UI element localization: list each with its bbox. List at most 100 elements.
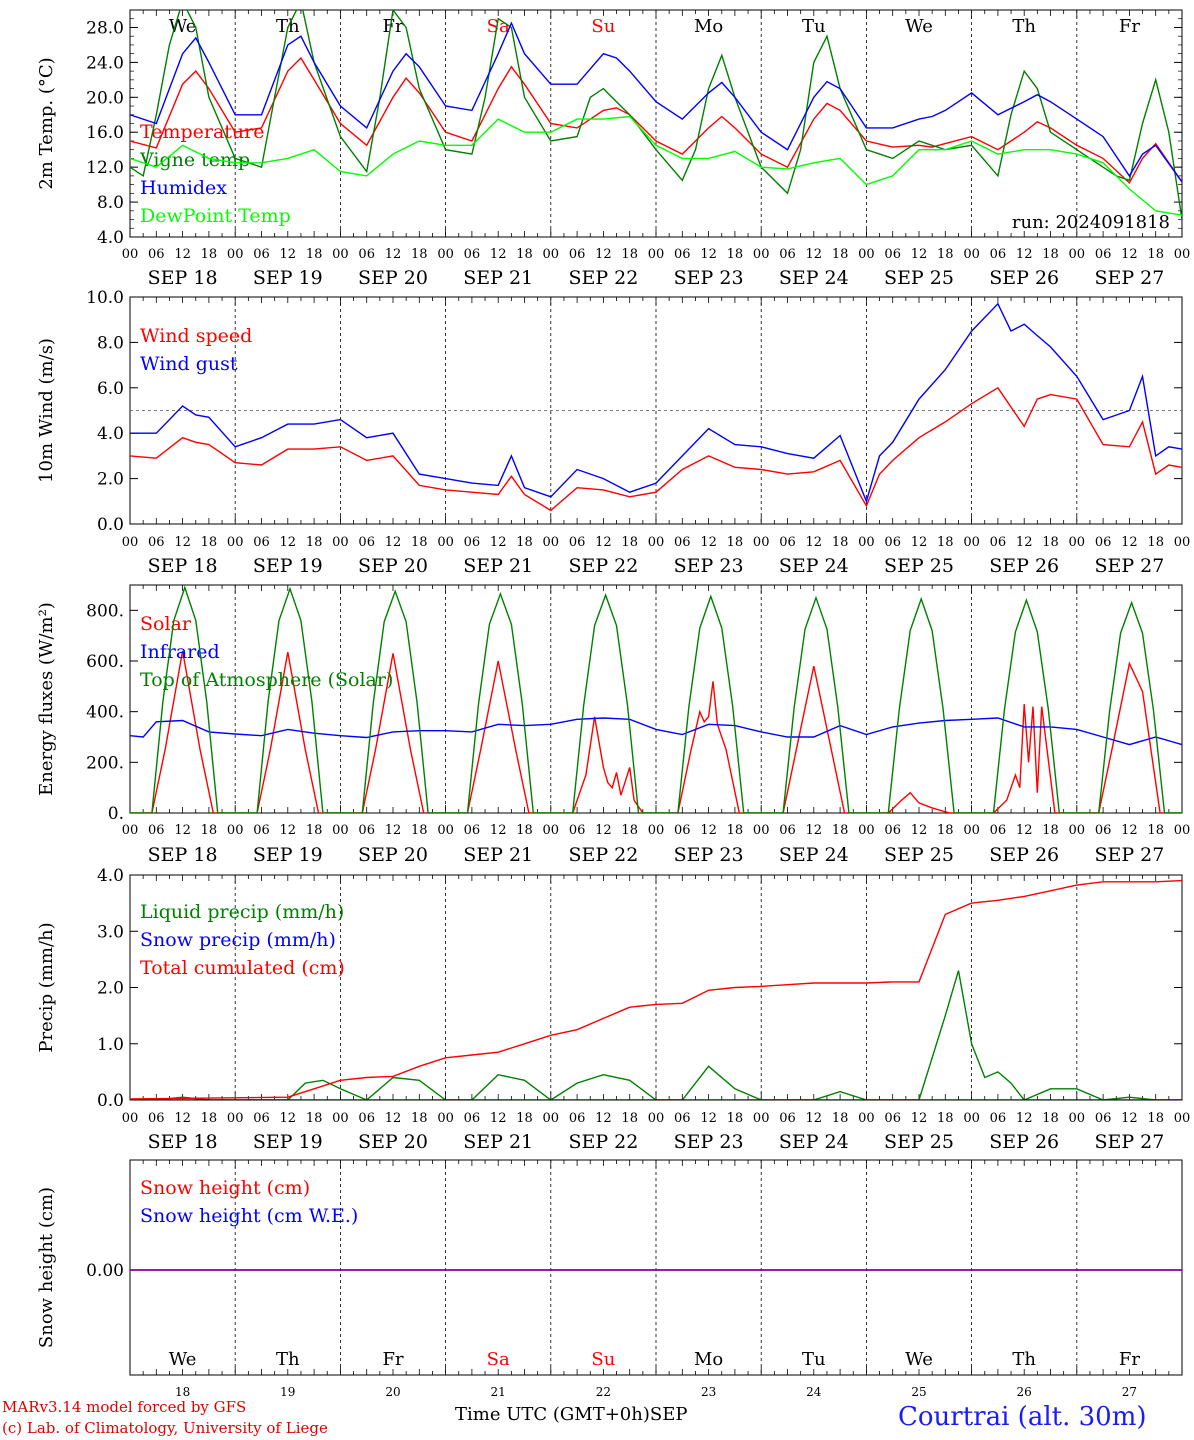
energy-hour-label: 06 — [464, 823, 481, 838]
energy-hour-label: 00 — [753, 823, 770, 838]
energy-hour-label: 00 — [963, 823, 980, 838]
precip-hour-label: 18 — [1042, 1111, 1059, 1126]
energy-hour-label: 18 — [621, 823, 638, 838]
precip-hour-label: 00 — [1174, 1111, 1191, 1126]
temperature-hour-label: 12 — [174, 247, 191, 262]
wind-hour-label: 06 — [253, 535, 270, 550]
precip-hour-label: 12 — [595, 1111, 612, 1126]
wind-hour-label: 12 — [385, 535, 402, 550]
energy-hour-label: 00 — [227, 823, 244, 838]
temperature-y-tick-label: 16.0 — [86, 123, 124, 143]
precip-y-tick-label: 1.0 — [97, 1035, 124, 1055]
precip-legend-entry: Total cumulated (cm) — [140, 957, 345, 979]
temperature-hour-label: 12 — [280, 247, 297, 262]
wind-date-label: SEP 21 — [463, 555, 533, 577]
precip-hour-label: 12 — [700, 1111, 717, 1126]
precip-hour-label: 12 — [911, 1111, 928, 1126]
snow-day-number: 21 — [491, 1385, 506, 1399]
wind-hour-label: 12 — [700, 535, 717, 550]
precip-hour-label: 18 — [411, 1111, 428, 1126]
temperature-legend-entry: Humidex — [140, 177, 227, 199]
precip-hour-label: 06 — [358, 1111, 375, 1126]
temperature-hour-label: 06 — [674, 247, 691, 262]
energy-hour-label: 12 — [490, 823, 507, 838]
energy-y-tick-label: 400. — [86, 703, 124, 723]
wind-y-tick-label: 4.0 — [97, 424, 124, 444]
energy-date-label: SEP 20 — [358, 844, 428, 866]
precip-date-label: SEP 19 — [253, 1131, 323, 1153]
temperature-y-tick-label: 12.0 — [86, 158, 124, 178]
wind-date-label: SEP 27 — [1094, 555, 1164, 577]
energy-series-line — [130, 585, 1182, 813]
wind-date-label: SEP 18 — [148, 555, 218, 577]
snow-weekday-label: Th — [1012, 1349, 1036, 1370]
temperature-hour-label: 18 — [621, 247, 638, 262]
precip-hour-label: 06 — [148, 1111, 165, 1126]
wind-hour-label: 06 — [358, 535, 375, 550]
precip-date-label: SEP 26 — [989, 1131, 1059, 1153]
temperature-hour-label: 00 — [1174, 247, 1191, 262]
temperature-series-line — [130, 10, 1182, 220]
temperature-date-label: SEP 21 — [463, 267, 533, 289]
precip-legend-entry: Liquid precip (mm/h) — [140, 901, 344, 923]
wind-hour-label: 12 — [806, 535, 823, 550]
wind-hour-label: 12 — [280, 535, 297, 550]
temperature-weekday-label: Fr — [1119, 16, 1140, 37]
precip-hour-label: 00 — [753, 1111, 770, 1126]
energy-legend-entry: Top of Atmosphere (Solar) — [140, 669, 393, 691]
temperature-y-tick-label: 20.0 — [86, 88, 124, 108]
energy-legend-entry: Infrared — [140, 641, 220, 663]
precip-date-label: SEP 20 — [358, 1131, 428, 1153]
precip-hour-label: 12 — [806, 1111, 823, 1126]
energy-hour-label: 12 — [280, 823, 297, 838]
energy-date-label: SEP 25 — [884, 844, 954, 866]
wind-date-label: SEP 22 — [568, 555, 638, 577]
energy-hour-label: 12 — [385, 823, 402, 838]
energy-hour-label: 12 — [595, 823, 612, 838]
temperature-series-line — [130, 21, 1182, 183]
temperature-y-tick-label: 24.0 — [86, 53, 124, 73]
energy-hour-label: 12 — [174, 823, 191, 838]
wind-date-label: SEP 24 — [779, 555, 849, 577]
wind-hour-label: 18 — [306, 535, 323, 550]
location-title: Courtrai (alt. 30m) — [898, 1402, 1147, 1432]
temperature-hour-label: 00 — [963, 247, 980, 262]
wind-hour-label: 12 — [1016, 535, 1033, 550]
precip-y-tick-label: 4.0 — [97, 866, 124, 886]
wind-hour-label: 00 — [122, 535, 139, 550]
wind-series-line — [130, 386, 1182, 512]
wind-hour-label: 00 — [543, 535, 560, 550]
wind-hour-label: 06 — [148, 535, 165, 550]
temperature-date-label: SEP 20 — [358, 267, 428, 289]
wind-hour-label: 00 — [437, 535, 454, 550]
precip-date-label: SEP 22 — [568, 1131, 638, 1153]
x-axis-title: Time UTC (GMT+0h)SEP — [455, 1404, 687, 1425]
snow-day-number: 20 — [385, 1385, 400, 1399]
wind-hour-label: 06 — [884, 535, 901, 550]
lab-credit: (c) Lab. of Climatology, University of L… — [2, 1419, 328, 1437]
energy-hour-label: 12 — [1016, 823, 1033, 838]
temperature-hour-label: 06 — [884, 247, 901, 262]
snow-day-number: 22 — [596, 1385, 611, 1399]
energy-hour-label: 18 — [411, 823, 428, 838]
temperature-hour-label: 12 — [1016, 247, 1033, 262]
temperature-date-label: SEP 19 — [253, 267, 323, 289]
wind-hour-label: 12 — [911, 535, 928, 550]
energy-hour-label: 00 — [858, 823, 875, 838]
energy-hour-label: 18 — [201, 823, 218, 838]
precip-hour-label: 12 — [174, 1111, 191, 1126]
wind-hour-label: 18 — [1147, 535, 1164, 550]
temperature-hour-label: 18 — [727, 247, 744, 262]
wind-y-tick-label: 10.0 — [86, 288, 124, 308]
temperature-hour-label: 00 — [753, 247, 770, 262]
wind-date-label: SEP 25 — [884, 555, 954, 577]
temperature-hour-label: 06 — [779, 247, 796, 262]
energy-series-line — [130, 650, 1182, 813]
snow-weekday-label: We — [169, 1349, 197, 1370]
temperature-hour-label: 18 — [832, 247, 849, 262]
temperature-hour-label: 00 — [227, 247, 244, 262]
precip-y-tick-label: 3.0 — [97, 922, 124, 942]
temperature-weekday-label: Tu — [802, 16, 826, 37]
energy-hour-label: 00 — [122, 823, 139, 838]
